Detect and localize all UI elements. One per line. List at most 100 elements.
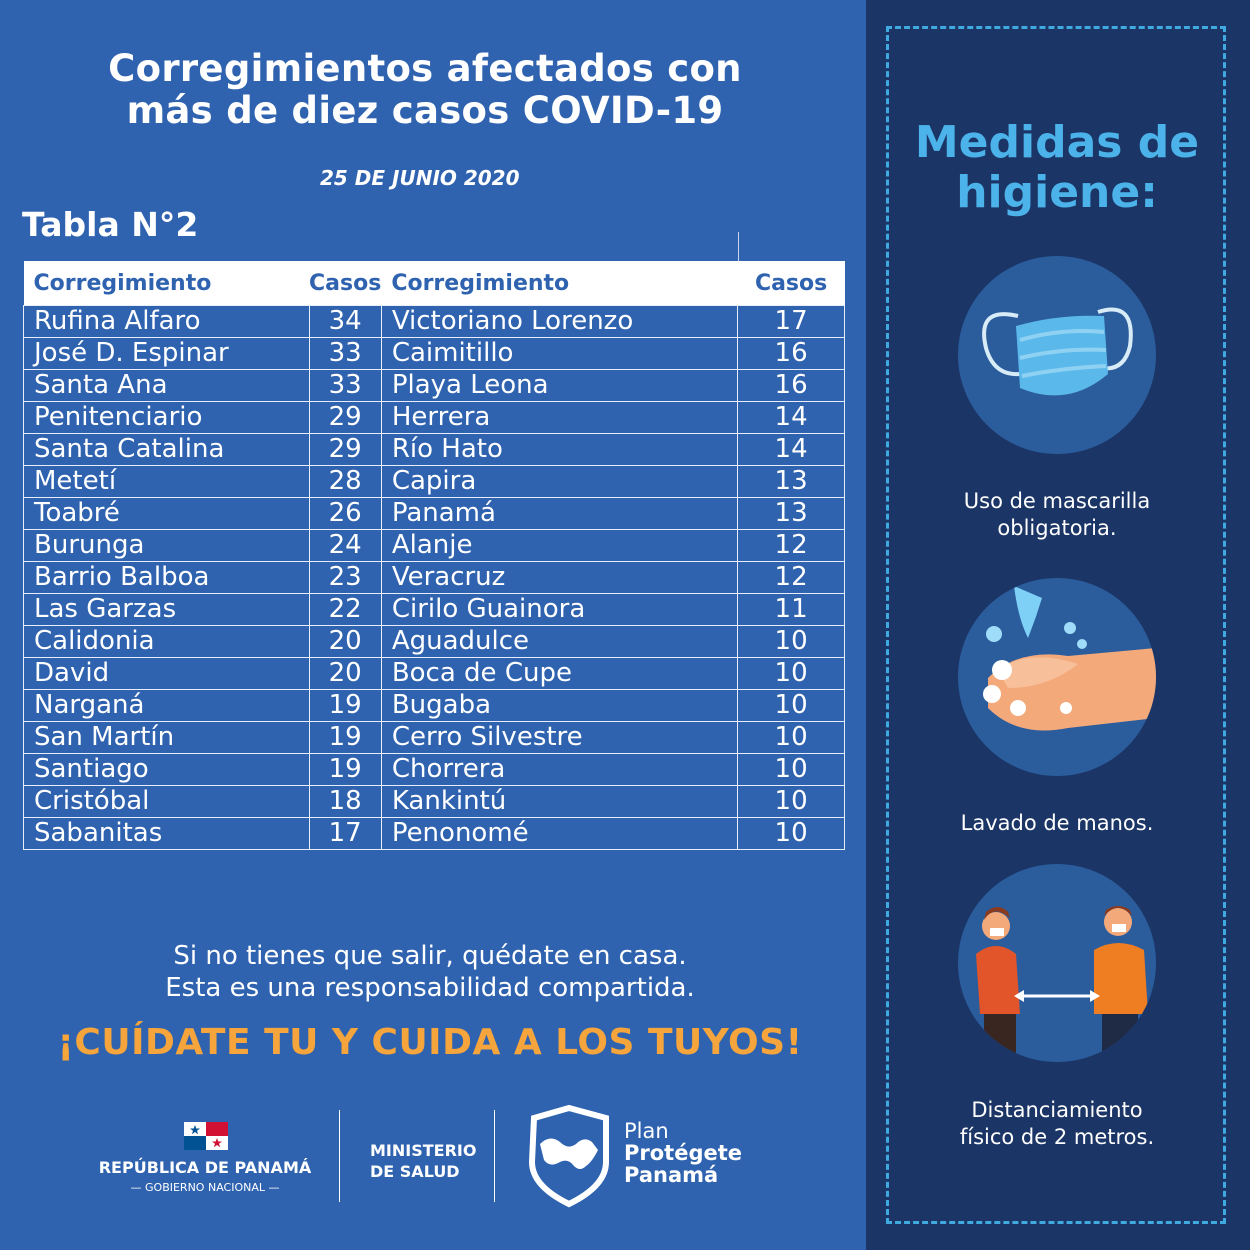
- ministerio-line-1: MINISTERIO: [370, 1141, 477, 1160]
- table-row: Penitenciario 29 Herrera 14: [23, 401, 845, 434]
- corregimiento-cell: Santa Catalina: [23, 433, 310, 466]
- corregimiento-cell: Penonomé: [380, 817, 739, 850]
- corregimiento-cell: Victoriano Lorenzo: [380, 305, 739, 338]
- casos-cell: 26: [308, 497, 382, 530]
- corregimiento-cell: Penitenciario: [23, 401, 310, 434]
- table-row: Sabanitas 17 Penonomé 10: [23, 817, 845, 850]
- footer-divider: [339, 1110, 340, 1202]
- ministerio-label: MINISTERIO DE SALUD: [370, 1140, 476, 1182]
- plan-label: Plan: [624, 1119, 669, 1143]
- corregimiento-cell: Playa Leona: [380, 369, 739, 402]
- table-row: Barrio Balboa 23 Veracruz 12: [23, 561, 845, 594]
- caption-line-1: Distanciamiento: [971, 1098, 1143, 1122]
- casos-cell: 23: [308, 561, 382, 594]
- casos-cell: 10: [737, 625, 845, 658]
- corregimiento-cell: Toabré: [23, 497, 310, 530]
- corregimiento-cell: Herrera: [380, 401, 739, 434]
- casos-cell: 13: [737, 465, 845, 498]
- table-body: Rufina Alfaro 34 Victoriano Lorenzo 17 José …: [23, 305, 845, 850]
- casos-cell: 29: [308, 401, 382, 434]
- table-row: Calidonia 20 Aguadulce 10: [23, 625, 845, 658]
- casos-cell: 16: [737, 369, 845, 402]
- corregimiento-cell: Las Garzas: [23, 593, 310, 626]
- table-row: David 20 Boca de Cupe 10: [23, 657, 845, 690]
- casos-cell: 22: [308, 593, 382, 626]
- casos-cell: 24: [308, 529, 382, 562]
- plan-protegete-logo: Plan Protégete Panamá: [624, 1120, 742, 1186]
- casos-cell: 10: [737, 689, 845, 722]
- table-row: José D. Espinar 33 Caimitillo 16: [23, 337, 845, 370]
- corregimiento-cell: Boca de Cupe: [380, 657, 739, 690]
- distancing-caption: Distanciamiento físico de 2 metros.: [890, 1097, 1224, 1151]
- corregimiento-cell: Chorrera: [380, 753, 739, 786]
- footer-divider: [494, 1110, 495, 1202]
- corregimiento-cell: Cristóbal: [23, 785, 310, 818]
- casos-cell: 12: [737, 561, 845, 594]
- stay-home-message: Si no tienes que salir, quédate en casa.…: [40, 940, 820, 1004]
- corregimiento-cell: Rufina Alfaro: [23, 305, 310, 338]
- casos-cell: 11: [737, 593, 845, 626]
- panama-label: Panamá: [624, 1163, 719, 1187]
- casos-cell: 16: [737, 337, 845, 370]
- casos-cell: 28: [308, 465, 382, 498]
- corregimiento-cell: Aguadulce: [380, 625, 739, 658]
- message-line-1: Si no tienes que salir, quédate en casa.: [173, 941, 687, 971]
- casos-cell: 10: [737, 721, 845, 754]
- physical-distancing-icon: [958, 864, 1156, 1062]
- dashed-border: [886, 26, 1226, 1224]
- caption-line-1: Uso de mascarilla: [963, 489, 1151, 513]
- column-header: Corregimiento: [23, 261, 310, 306]
- corregimiento-cell: Veracruz: [380, 561, 739, 594]
- corregimiento-cell: Sabanitas: [23, 817, 310, 850]
- casos-cell: 20: [308, 625, 382, 658]
- caption-line-2: obligatoria.: [997, 516, 1117, 540]
- casos-cell: 10: [737, 657, 845, 690]
- corregimiento-cell: Cirilo Guainora: [380, 593, 739, 626]
- republica-label: REPÚBLICA DE PANAMÁ: [98, 1158, 312, 1177]
- corregimiento-cell: David: [23, 657, 310, 690]
- cases-table: Corregimiento Casos Corregimiento Casos …: [23, 261, 845, 850]
- face-mask-icon: [958, 256, 1156, 454]
- corregimiento-cell: Panamá: [380, 497, 739, 530]
- corregimiento-cell: Santa Ana: [23, 369, 310, 402]
- casos-cell: 14: [737, 401, 845, 434]
- casos-cell: 10: [737, 817, 845, 850]
- casos-cell: 19: [308, 721, 382, 754]
- corregimiento-cell: Alanje: [380, 529, 739, 562]
- corregimiento-cell: Cerro Silvestre: [380, 721, 739, 754]
- corregimiento-cell: Santiago: [23, 753, 310, 786]
- casos-cell: 10: [737, 753, 845, 786]
- corregimiento-cell: San Martín: [23, 721, 310, 754]
- corregimiento-cell: Narganá: [23, 689, 310, 722]
- table-row: San Martín 19 Cerro Silvestre 10: [23, 721, 845, 754]
- table-row: Santa Catalina 29 Río Hato 14: [23, 433, 845, 466]
- corregimiento-cell: Metetí: [23, 465, 310, 498]
- table-row: Cristóbal 18 Kankintú 10: [23, 785, 845, 818]
- message-line-2: Esta es una responsabilidad compartida.: [165, 973, 695, 1003]
- gobierno-label: — GOBIERNO NACIONAL —: [130, 1181, 280, 1194]
- panama-flag-icon: [184, 1122, 228, 1150]
- table-row: Narganá 19 Bugaba 10: [23, 689, 845, 722]
- casos-cell: 19: [308, 689, 382, 722]
- mask-caption: Uso de mascarilla obligatoria.: [890, 488, 1224, 542]
- caption-line-1: Lavado de manos.: [960, 811, 1154, 835]
- title-line-1: Corregimientos afectados con: [108, 47, 742, 90]
- report-date: 25 DE JUNIO 2020: [320, 166, 520, 190]
- casos-cell: 34: [308, 305, 382, 338]
- column-header: Corregimiento: [381, 261, 738, 306]
- casos-cell: 17: [308, 817, 382, 850]
- table-header-row: Corregimiento Casos Corregimiento Casos: [23, 261, 845, 306]
- ministerio-line-2: DE SALUD: [370, 1162, 460, 1181]
- corregimiento-cell: Kankintú: [380, 785, 739, 818]
- divider: [738, 232, 739, 262]
- sidebar-heading-line-1: Medidas de: [914, 117, 1200, 168]
- corregimiento-cell: Bugaba: [380, 689, 739, 722]
- caption-line-2: físico de 2 metros.: [959, 1125, 1155, 1149]
- casos-cell: 29: [308, 433, 382, 466]
- corregimiento-cell: Barrio Balboa: [23, 561, 310, 594]
- casos-cell: 13: [737, 497, 845, 530]
- corregimiento-cell: José D. Espinar: [23, 337, 310, 370]
- shield-logo-icon: [528, 1104, 609, 1208]
- casos-cell: 33: [308, 369, 382, 402]
- casos-cell: 18: [308, 785, 382, 818]
